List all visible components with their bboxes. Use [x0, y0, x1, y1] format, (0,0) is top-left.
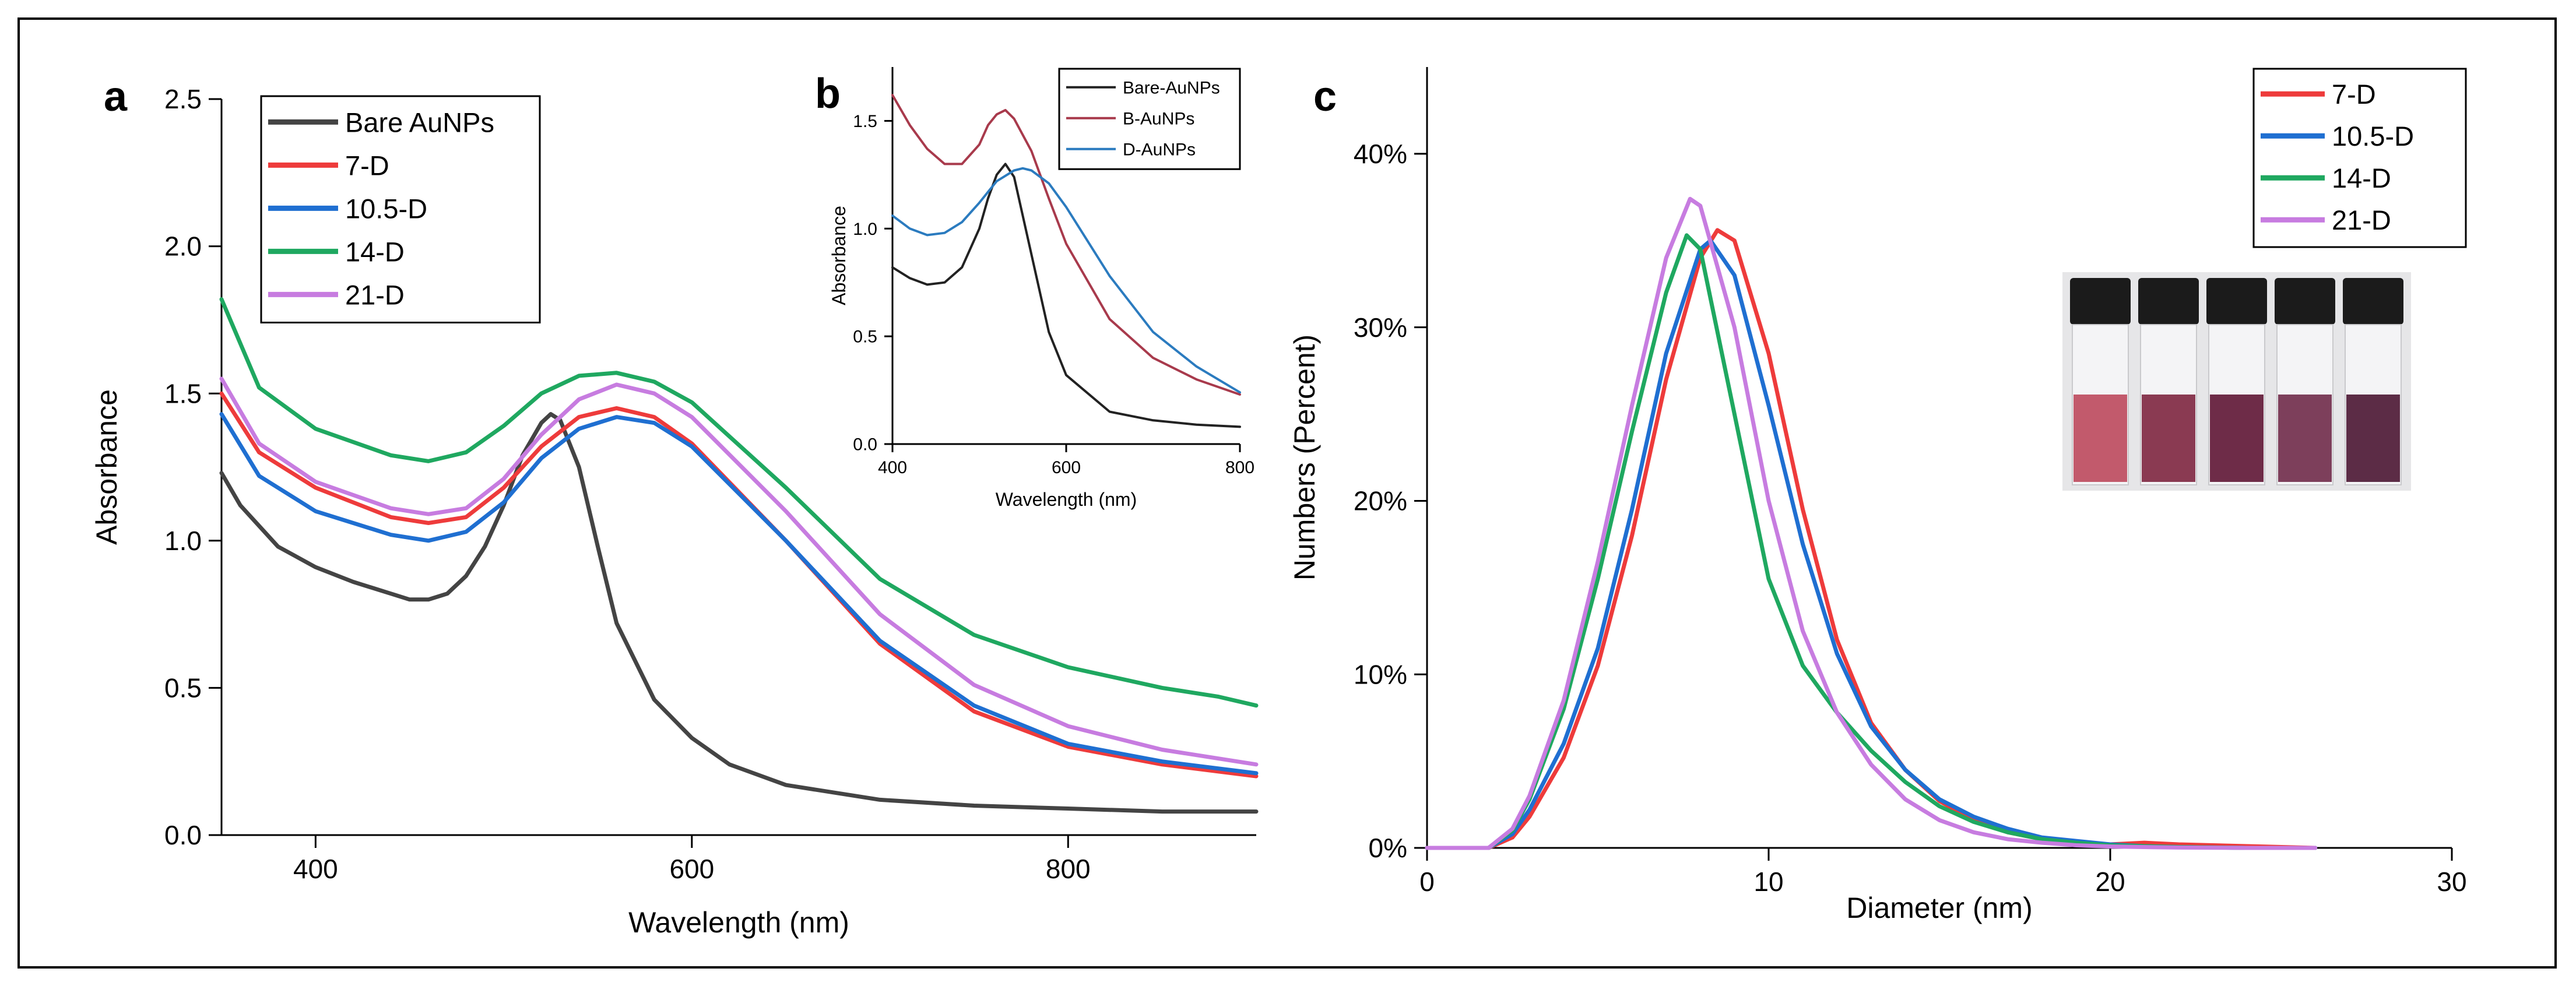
series-line-14-d	[219, 297, 1259, 708]
panel-b-group: b 0.0 0.5 1.0 1.5 400 600 800 Wavelength (nm) Abs…	[815, 67, 1254, 510]
y-tick-label: 0%	[1369, 833, 1407, 863]
series-line-10-5-d	[219, 412, 1259, 776]
panel-label-b: b	[815, 71, 841, 117]
series-line-21-d	[1425, 196, 2318, 850]
y-tick-label: 1.0	[853, 220, 877, 239]
y-axis-label: Absorbance	[828, 206, 849, 305]
x-axis-label: Wavelength (nm)	[628, 906, 849, 939]
series-line-bare-aunps	[891, 163, 1241, 428]
vial-liquid	[2346, 395, 2400, 482]
legend-label: 7-D	[2332, 79, 2376, 110]
vial-cap	[2343, 278, 2403, 325]
panel-label-c: c	[1313, 73, 1337, 120]
legend-label: B-AuNPs	[1123, 110, 1194, 129]
vial-liquid	[2210, 395, 2264, 482]
x-tick-label: 20	[2095, 867, 2125, 897]
x-axis-label: Diameter (nm)	[1846, 892, 2032, 924]
vial-liquid	[2074, 395, 2127, 482]
x-tick-label: 800	[1046, 854, 1091, 884]
y-tick-label: 0.0	[164, 820, 202, 850]
panel-label-a: a	[104, 73, 128, 120]
panel-c-group: c 0% 10% 20% 30% 40% 0 10 20 30 Diameter (nm) Numbe…	[1288, 67, 2467, 924]
x-tick-label: 0	[1419, 867, 1435, 897]
y-tick-label: 0.5	[853, 328, 877, 347]
legend-label: 14-D	[345, 236, 405, 267]
x-tick-label: 30	[2437, 867, 2466, 897]
series-line-bare-aunps	[219, 412, 1259, 814]
y-tick-label: 40%	[1354, 139, 1407, 169]
y-tick-label: 1.0	[164, 526, 202, 556]
legend-label: 14-D	[2332, 163, 2391, 193]
y-tick-label: 0.0	[853, 435, 877, 455]
y-tick-label: 30%	[1354, 312, 1407, 343]
vial-cap	[2138, 278, 2199, 325]
series-line-7-d	[219, 391, 1259, 779]
x-tick-label: 400	[293, 854, 338, 884]
vial-photo	[2062, 272, 2411, 491]
y-axis-label: Numbers (Percent)	[1288, 334, 1321, 580]
legend-label: 7-D	[345, 150, 389, 181]
y-tick-label: 1.5	[853, 112, 877, 131]
y-tick-label: 1.5	[164, 378, 202, 409]
vial-cap	[2275, 278, 2335, 325]
y-tick-label: 20%	[1354, 486, 1407, 516]
x-tick-label: 600	[669, 854, 714, 884]
legend-label: 21-D	[345, 279, 405, 310]
figure-frame	[17, 17, 2557, 969]
y-axis-label: Absorbance	[90, 389, 123, 545]
panel-a-group: a 0.0 0.5 1.0 1.5 2.0 2.5 400 600 800 Wavelength (…	[90, 73, 1259, 939]
x-tick-label: 600	[1052, 458, 1081, 477]
y-tick-label: 2.0	[164, 231, 202, 262]
y-tick-label: 2.5	[164, 84, 202, 114]
y-tick-label: 0.5	[164, 673, 202, 703]
legend-label: Bare AuNPs	[345, 107, 494, 138]
vial-cap	[2206, 278, 2267, 325]
vial-liquid	[2142, 395, 2195, 482]
series-line-d-aunps	[891, 167, 1241, 394]
legend-label: 21-D	[2332, 205, 2391, 235]
x-tick-label: 800	[1225, 458, 1254, 477]
x-tick-label: 10	[1753, 867, 1783, 897]
vial-cap	[2070, 278, 2131, 325]
legend-label: Bare-AuNPs	[1123, 79, 1220, 98]
legend-label: 10.5-D	[2332, 121, 2414, 152]
legend-label: 10.5-D	[345, 193, 427, 224]
series-line-21-d	[219, 376, 1259, 767]
legend-label: D-AuNPs	[1123, 140, 1196, 160]
series-line-b-aunps	[891, 94, 1241, 396]
x-axis-label: Wavelength (nm)	[996, 489, 1137, 510]
x-tick-label: 400	[878, 458, 907, 477]
vial-liquid	[2278, 395, 2332, 482]
y-tick-label: 10%	[1354, 659, 1407, 689]
